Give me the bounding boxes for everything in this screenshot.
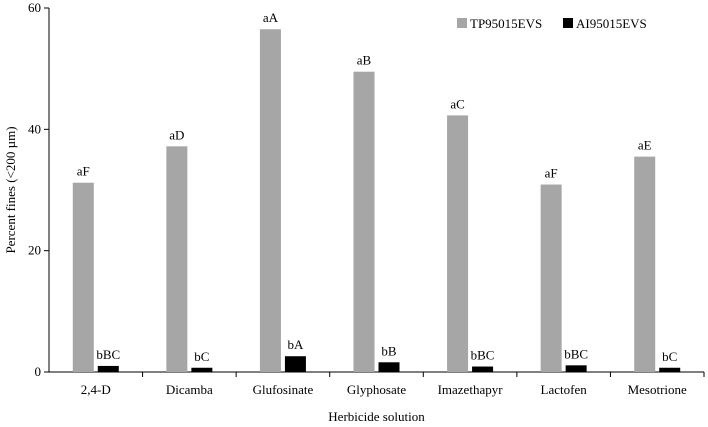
bar-tp95015evs [447,115,469,372]
category-label: Glufosinate [253,382,314,397]
legend-swatch [457,18,467,28]
bar-tp95015evs [634,156,656,372]
bar-ai95015evs [472,366,494,372]
category-label: Imazethapyr [438,382,504,397]
bar-data-label: aC [450,96,464,111]
legend: TP95015EVS AI95015EVS [457,16,647,31]
category-label: 2,4-D [81,382,111,397]
bar-data-label: aB [357,53,372,68]
category-labels: 2,4-D Dicamba Glufosinate Glyphosate Imazeth… [81,372,705,397]
bar-tp95015evs [72,182,94,372]
bar-data-label: aF [77,164,90,179]
legend-label: AI95015EVS [576,16,647,31]
y-tick-label: 20 [28,243,41,258]
y-tick-label: 40 [28,121,41,136]
bar-ai95015evs [378,362,400,372]
bar-data-label: bBC [564,346,588,361]
bar-tp95015evs [540,184,562,372]
bar-data-label: aD [169,127,184,142]
y-axis-ticks: 0 20 40 60 [28,0,49,379]
legend-swatch [563,18,573,28]
bar-ai95015evs [565,365,587,372]
data-labels: aF bBC aD bC aA bA aB bB aC bBC aF bBC aE bC [77,10,678,364]
bar-data-label: bBC [96,347,120,362]
legend-label: TP95015EVS [470,16,542,31]
bar-data-label: bB [381,343,397,358]
bar-data-label: aE [638,138,652,153]
category-label: Dicamba [166,382,213,397]
category-label: Mesotrione [628,382,687,397]
bar-ai95015evs [284,356,306,372]
category-label: Lactofen [541,382,588,397]
bar-ai95015evs [97,365,119,372]
bar-tp95015evs [259,29,281,372]
bar-data-label: bBC [471,348,495,363]
bar-data-label: aA [263,10,279,25]
bar-data-label: aF [545,166,558,181]
bars [72,29,681,372]
bar-tp95015evs [353,71,375,372]
x-axis-title: Herbicide solution [328,409,425,424]
bar-data-label: bC [662,349,677,364]
y-tick-label: 60 [28,0,41,15]
y-tick-label: 0 [35,364,42,379]
bar-ai95015evs [659,367,681,372]
category-label: Glyphosate [347,382,406,397]
bar-data-label: bA [287,337,304,352]
y-axis-title: Percent fines (<200 µm) [3,126,18,253]
axes [48,8,704,373]
bar-data-label: bC [194,349,209,364]
bar-tp95015evs [166,146,188,372]
bar-ai95015evs [191,367,213,372]
